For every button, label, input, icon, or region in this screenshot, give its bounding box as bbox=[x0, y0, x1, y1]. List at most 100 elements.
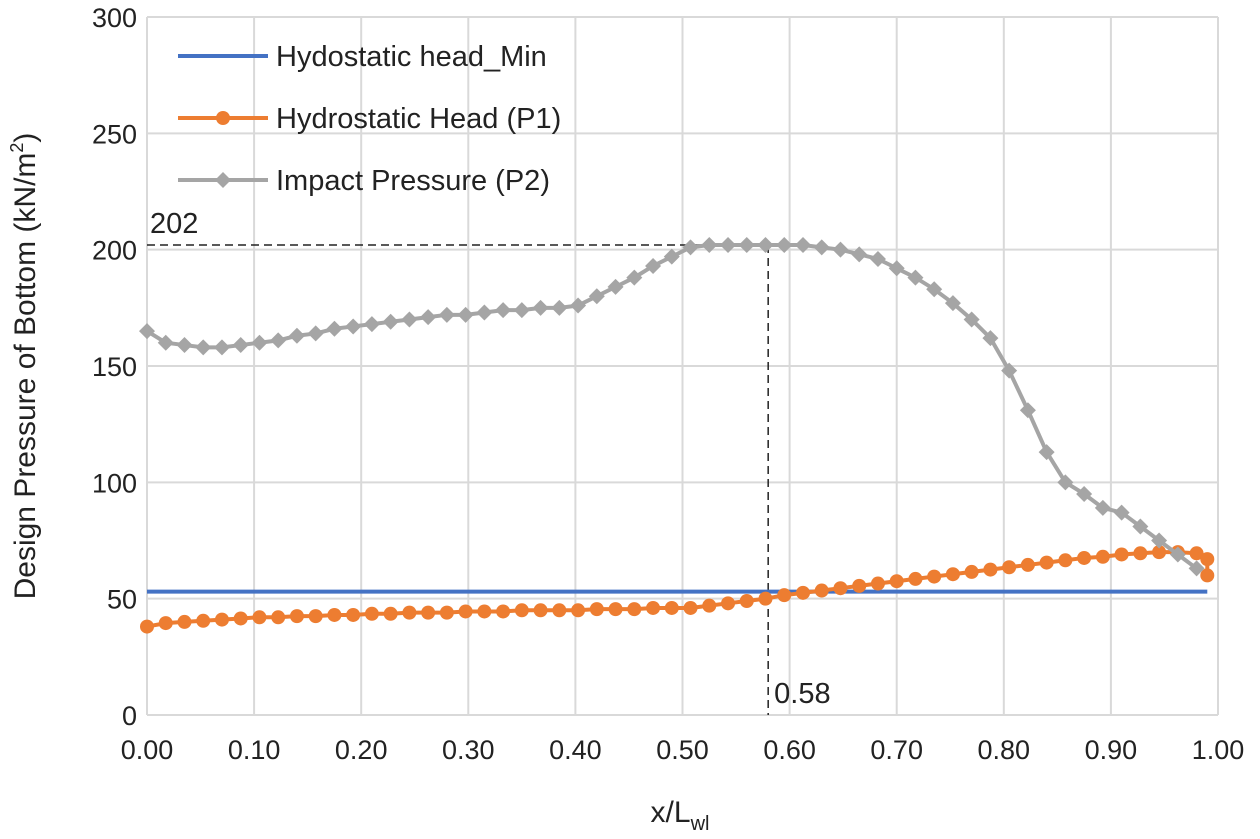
data-point-p2 bbox=[701, 237, 718, 254]
data-point-p2 bbox=[1019, 402, 1036, 419]
data-point-p1 bbox=[945, 567, 960, 582]
data-point-p1 bbox=[158, 616, 173, 631]
data-point-p2 bbox=[157, 334, 174, 351]
data-point-p2 bbox=[176, 337, 193, 354]
data-point-p2 bbox=[213, 339, 230, 356]
data-point-p1 bbox=[533, 603, 548, 618]
data-point-p1 bbox=[271, 610, 286, 625]
y-tick-label: 50 bbox=[107, 585, 137, 615]
data-point-p2 bbox=[682, 239, 699, 256]
data-point-p1 bbox=[1152, 545, 1167, 560]
data-point-p1 bbox=[664, 600, 679, 615]
data-point-p2 bbox=[963, 311, 980, 328]
data-point-p2 bbox=[1001, 362, 1018, 379]
data-point-p1 bbox=[777, 588, 792, 603]
legend-marker-circle bbox=[216, 111, 230, 125]
data-point-p1 bbox=[646, 600, 661, 615]
data-point-p2 bbox=[307, 325, 324, 342]
data-point-p1 bbox=[289, 609, 304, 624]
x-tick-label: 0.60 bbox=[763, 735, 816, 765]
y-tick-label: 0 bbox=[122, 701, 137, 731]
data-point-p1 bbox=[1002, 560, 1017, 575]
data-point-p2 bbox=[532, 299, 549, 316]
data-point-p2 bbox=[1151, 532, 1168, 549]
data-point-p1 bbox=[477, 604, 492, 619]
data-point-p1 bbox=[1133, 546, 1148, 561]
data-point-p1 bbox=[364, 606, 379, 621]
data-point-p1 bbox=[552, 603, 567, 618]
data-point-p2 bbox=[326, 320, 343, 337]
data-point-p2 bbox=[1038, 444, 1055, 461]
x-tick-label: 0.20 bbox=[335, 735, 388, 765]
data-point-p1 bbox=[421, 605, 436, 620]
data-point-p1 bbox=[1058, 553, 1073, 568]
grid bbox=[146, 16, 1219, 716]
data-point-p1 bbox=[458, 604, 473, 619]
data-point-p1 bbox=[439, 605, 454, 620]
y-tick-label: 300 bbox=[92, 3, 137, 33]
data-point-p1 bbox=[795, 585, 810, 600]
data-point-p1 bbox=[1200, 568, 1215, 583]
legend-label: Impact Pressure (P2) bbox=[276, 165, 550, 197]
data-point-p2 bbox=[232, 337, 249, 354]
data-point-p2 bbox=[270, 332, 287, 349]
data-point-p1 bbox=[1095, 549, 1110, 564]
y-axis-label-end: ) bbox=[9, 133, 42, 143]
x-tick-label: 0.70 bbox=[870, 735, 923, 765]
data-point-p1 bbox=[1114, 547, 1129, 562]
data-point-p2 bbox=[195, 339, 212, 356]
data-point-p2 bbox=[363, 316, 380, 333]
data-point-p2 bbox=[663, 248, 680, 265]
data-point-p1 bbox=[627, 602, 642, 617]
y-axis-label-sup: 2 bbox=[7, 143, 27, 153]
series-line-2 bbox=[145, 243, 1198, 571]
data-point-p1 bbox=[214, 612, 229, 627]
data-point-p2 bbox=[851, 246, 868, 263]
data-point-p1 bbox=[589, 602, 604, 617]
data-point-p2 bbox=[345, 318, 362, 335]
x-tick-label: 0.10 bbox=[228, 735, 281, 765]
data-point-p1 bbox=[721, 596, 736, 611]
data-point-p2 bbox=[1076, 485, 1093, 502]
data-point-p1 bbox=[833, 581, 848, 596]
data-point-p2 bbox=[776, 237, 793, 254]
data-point-p2 bbox=[401, 311, 418, 328]
legend: Hydostatic head_Min Hydrostatic Head (P1)… bbox=[178, 41, 561, 197]
y-tick-label: 250 bbox=[92, 119, 137, 149]
data-point-p1 bbox=[908, 571, 923, 586]
data-point-p1 bbox=[1039, 555, 1054, 570]
data-point-p2 bbox=[794, 237, 811, 254]
y-tick-label: 200 bbox=[92, 236, 137, 266]
annotation-label-202: 202 bbox=[150, 208, 198, 240]
data-point-p1 bbox=[1020, 557, 1035, 572]
series-layer bbox=[139, 237, 1215, 634]
x-tick-label: 1.00 bbox=[1192, 735, 1245, 765]
legend-marker-diamond bbox=[215, 172, 231, 188]
data-point-p1 bbox=[346, 607, 361, 622]
data-point-p2 bbox=[1094, 499, 1111, 516]
y-tick-label: 100 bbox=[92, 468, 137, 498]
annotation-label-058: 0.58 bbox=[774, 678, 830, 710]
data-point-p2 bbox=[926, 281, 943, 298]
data-point-p2 bbox=[139, 323, 155, 340]
x-axis-label-sub: wl bbox=[690, 813, 710, 834]
data-point-p1 bbox=[702, 598, 717, 613]
data-point-p2 bbox=[869, 250, 886, 267]
x-tick-label: 0.30 bbox=[442, 735, 495, 765]
data-point-p2 bbox=[251, 334, 268, 351]
data-point-p1 bbox=[870, 576, 885, 591]
data-point-p2 bbox=[495, 302, 512, 319]
data-point-p2 bbox=[720, 237, 737, 254]
data-point-p2 bbox=[626, 269, 643, 286]
data-point-p2 bbox=[832, 241, 849, 258]
data-point-p1 bbox=[1077, 550, 1092, 565]
data-point-p1 bbox=[739, 593, 754, 608]
legend-label: Hydrostatic Head (P1) bbox=[276, 103, 561, 135]
data-point-p2 bbox=[438, 306, 455, 323]
data-point-p1 bbox=[514, 603, 529, 618]
data-point-p2 bbox=[813, 239, 830, 256]
data-point-p1 bbox=[383, 606, 398, 621]
data-point-p1 bbox=[983, 562, 998, 577]
data-point-p2 bbox=[757, 237, 774, 254]
